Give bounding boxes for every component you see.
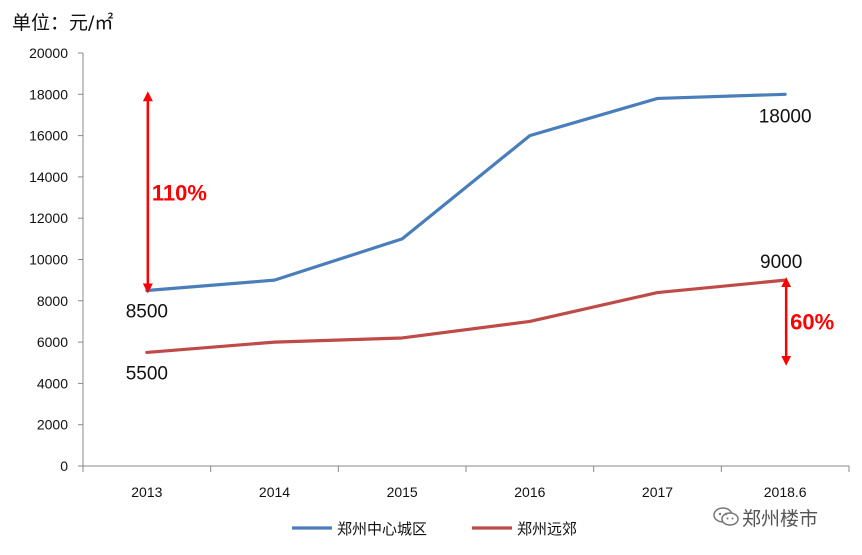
series-line-1 xyxy=(145,92,787,293)
y-tick-label: 2000 xyxy=(37,417,68,433)
data-label: 8500 xyxy=(126,301,168,322)
x-tick-label: 2013 xyxy=(131,484,162,500)
data-label: 5500 xyxy=(126,363,168,384)
y-tick-label: 12000 xyxy=(29,210,68,226)
data-label: 18000 xyxy=(759,106,812,127)
y-tick-label: 18000 xyxy=(29,86,68,102)
y-tick-label: 4000 xyxy=(37,375,68,391)
series-line-2 xyxy=(145,278,787,355)
legend-label: 郑州中心城区 xyxy=(337,520,427,538)
y-tick-label: 10000 xyxy=(29,252,68,268)
legend-label: 郑州远郊 xyxy=(517,520,577,538)
change-annotation: 110% xyxy=(152,180,207,205)
y-unit-label: 单位：元/㎡ xyxy=(12,12,114,34)
x-tick-label: 2016 xyxy=(514,484,545,500)
x-tick-label: 2014 xyxy=(259,484,290,500)
y-tick-label: 6000 xyxy=(37,334,68,350)
y-tick-label: 0 xyxy=(60,458,68,474)
y-tick-label: 20000 xyxy=(29,45,68,61)
data-label: 9000 xyxy=(760,252,802,273)
y-tick-label: 14000 xyxy=(29,169,68,185)
y-tick-label: 8000 xyxy=(37,293,68,309)
x-tick-label: 2018.6 xyxy=(764,484,807,500)
change-annotation: 60% xyxy=(790,309,834,334)
watermark-text: 郑州楼市 xyxy=(742,508,819,530)
wechat-icon xyxy=(712,506,742,533)
x-tick-label: 2015 xyxy=(387,484,418,500)
y-tick-label: 16000 xyxy=(29,128,68,144)
watermark: 郑州楼市 xyxy=(712,504,818,533)
x-tick-label: 2017 xyxy=(642,484,673,500)
